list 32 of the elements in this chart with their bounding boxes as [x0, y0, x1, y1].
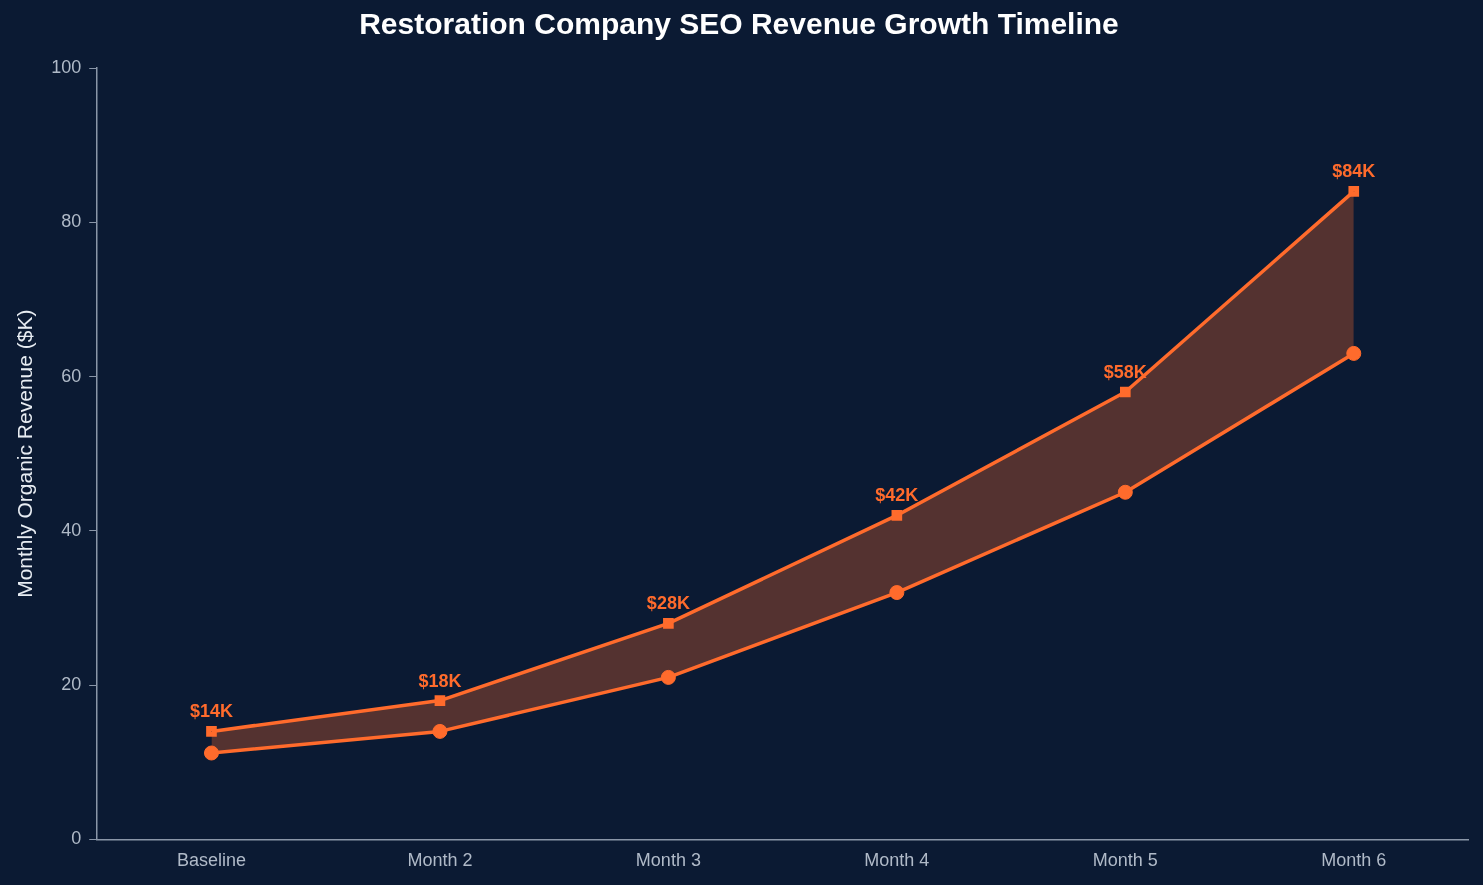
point: [206, 726, 217, 737]
y-tick-label: 40: [61, 519, 82, 540]
data-label: $42K: [875, 485, 919, 506]
point: [663, 618, 674, 629]
point: [432, 723, 448, 739]
x-tick-label: Month 2: [407, 850, 473, 871]
chart-title: Restoration Company SEO Revenue Growth Timeline: [359, 7, 1119, 41]
point: [889, 585, 905, 601]
point: [203, 745, 219, 761]
x-tick-label: Baseline: [176, 850, 246, 871]
point: [1117, 484, 1133, 500]
point: [434, 695, 446, 706]
y-tick-label: 80: [61, 211, 82, 232]
y-tick-label: 60: [61, 365, 82, 386]
point: [1346, 345, 1362, 361]
point: [1119, 386, 1131, 398]
data-label: $14K: [189, 701, 233, 722]
point: [660, 669, 676, 685]
x-tick-label: Month 3: [635, 850, 701, 871]
x-tick-label: Month 5: [1092, 850, 1158, 871]
x-tick-label: Month 6: [1321, 850, 1387, 871]
data-label: $58K: [1103, 361, 1147, 382]
x-tick-label: Month 4: [864, 850, 930, 871]
data-label: $84K: [1332, 161, 1376, 182]
data-label: $28K: [646, 593, 690, 614]
y-tick-label: 20: [61, 674, 82, 695]
y-axis-title: Monthly Organic Revenue ($K): [13, 309, 37, 598]
y-tick-label: 100: [51, 56, 82, 77]
data-label: $18K: [418, 670, 462, 691]
point: [1348, 186, 1360, 197]
y-tick-label: 0: [71, 828, 82, 849]
point: [891, 510, 903, 521]
